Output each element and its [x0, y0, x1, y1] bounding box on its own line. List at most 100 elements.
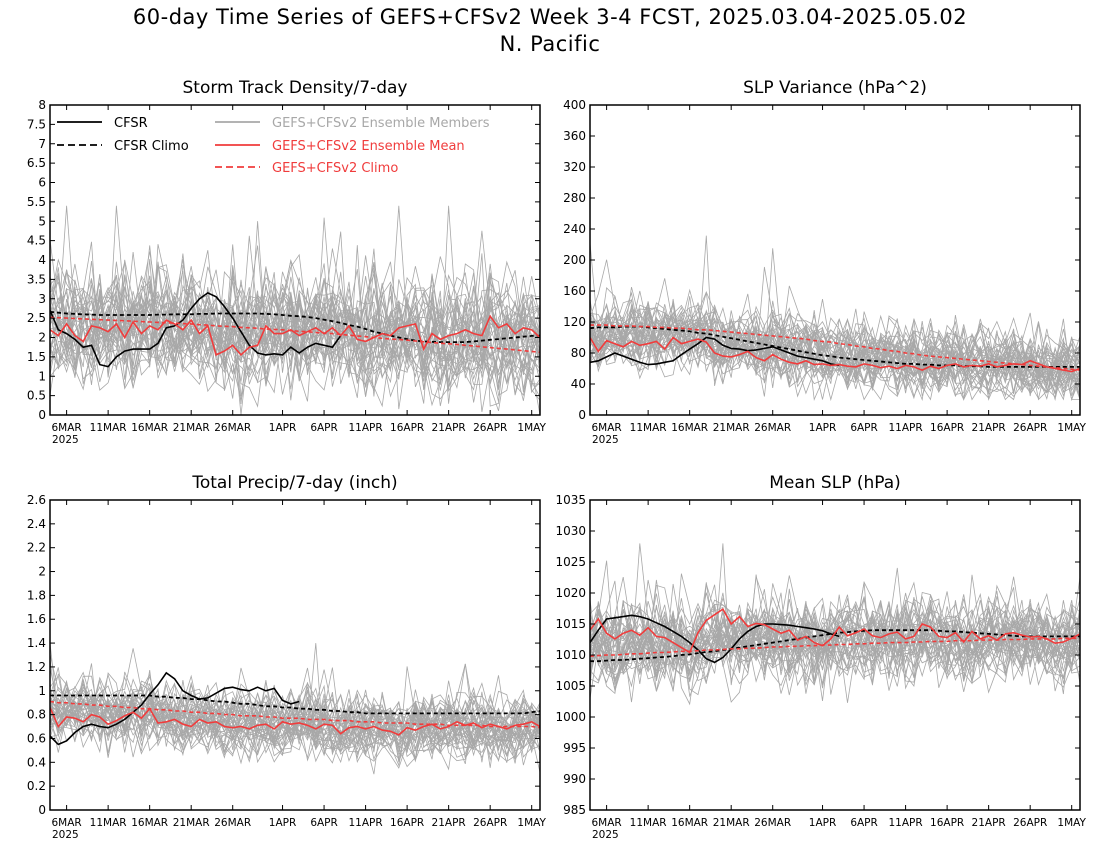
x-tick-label: 26MAR: [214, 422, 251, 434]
panel-title: SLP Variance (hPa^2): [743, 78, 927, 98]
y-tick-label: 200: [563, 253, 586, 267]
y-tick-label: 1030: [555, 524, 586, 538]
series-gefs-cfsv2-ensemble-mean: [590, 607, 1080, 654]
y-tick-label: 985: [563, 803, 586, 817]
ensemble-member-line: [590, 606, 1080, 699]
plot-frame: [49, 499, 541, 811]
x-tick-label: 11APR: [349, 817, 383, 829]
ensemble-member-line: [590, 242, 1080, 382]
series-cfsr: [50, 671, 300, 746]
y-tick-label: 40: [571, 377, 586, 391]
plot-area: [50, 643, 540, 775]
y-tick-label: 3.5: [27, 272, 46, 286]
legend: CFSR CFSR Climo GEFS+CFSv2 Ensemble Member…: [57, 116, 490, 176]
y-tick-label: 0.6: [27, 731, 46, 745]
ensemble-member-line: [590, 278, 1080, 401]
y-tick-label: 80: [571, 346, 586, 360]
x-tick-label: 11MAR: [90, 817, 127, 829]
x-tick-label: 21MAR: [173, 422, 210, 434]
panel-title: Storm Track Density/7-day: [183, 78, 408, 98]
y-tick-label: 280: [563, 191, 586, 205]
x-tick-label: 16APR: [390, 817, 424, 829]
x-tick-label: 6MAR: [592, 422, 622, 434]
y-tick-label: 1.6: [27, 612, 46, 626]
ensemble-member-line: [50, 205, 540, 364]
x-tick-label: 1MAY: [1057, 817, 1086, 829]
x-tick-label: 26APR: [473, 817, 507, 829]
main-title: 60-day Time Series of GEFS+CFSv2 Week 3-…: [132, 5, 968, 29]
x-tick-label: 16APR: [930, 422, 964, 434]
ensemble-member-line: [50, 231, 540, 378]
y-tick-label: 0.2: [27, 779, 46, 793]
ensemble-member-line: [50, 205, 540, 407]
y-tick-label: 1010: [555, 648, 586, 662]
y-tick-label: 2.2: [27, 541, 46, 555]
ensemble-member-line: [50, 663, 540, 754]
legend-label-mean: GEFS+CFSv2 Ensemble Mean: [272, 139, 465, 154]
x-tick-label: 16MAR: [131, 817, 168, 829]
x-tick-label: 6APR: [850, 422, 878, 434]
y-tick-label: 2.5: [27, 311, 46, 325]
legend-label-cfsr-climo: CFSR Climo: [114, 139, 189, 154]
x-tick-label: 26APR: [473, 422, 507, 434]
y-tick-label: 1000: [555, 710, 586, 724]
series-cfsr: [590, 614, 840, 664]
x-tick-label: 21APR: [972, 817, 1006, 829]
x-tick-label: 26MAR: [214, 817, 251, 829]
ensemble-member-line: [590, 248, 1080, 401]
y-tick-label: 1.4: [27, 636, 46, 650]
y-tick-label: 7.5: [27, 117, 46, 131]
x-tick-label: 6MAR: [52, 817, 82, 829]
title-block: 60-day Time Series of GEFS+CFSv2 Week 3-…: [0, 0, 1100, 58]
series-cfsr-climo: [590, 325, 1080, 368]
x-tick-label: 11MAR: [630, 817, 667, 829]
y-tick-label: 6: [38, 176, 46, 190]
ensemble-member-line: [590, 306, 1080, 397]
x-tick-label: 1APR: [269, 817, 297, 829]
y-tick-label: 320: [563, 160, 586, 174]
ensemble-member-line: [590, 592, 1080, 684]
x-tick-label: 6MAR: [52, 422, 82, 434]
y-tick-label: 160: [563, 284, 586, 298]
series-gefs-cfsv2-climo: [50, 700, 540, 729]
x-tick-label: 16MAR: [131, 422, 168, 434]
y-tick-label: 2.6: [27, 493, 46, 507]
plot-area: [590, 543, 1080, 706]
panel-slp-variance: SLP Variance (hPa^2) 0 40 80 120 160 200 240 280…: [563, 78, 1086, 446]
x-tick-label: 26MAR: [754, 422, 791, 434]
y-tick-label: 2: [38, 565, 46, 579]
y-tick-label: 1035: [555, 493, 586, 507]
series-gefs-cfsv2-ensemble-mean: [50, 314, 540, 357]
y-tick-label: 1.5: [27, 350, 46, 364]
ensemble-member-line: [590, 310, 1080, 398]
x-tick-label: 1APR: [269, 422, 297, 434]
series-gefs-cfsv2-climo: [590, 324, 1080, 371]
ensemble-member-line: [590, 321, 1080, 402]
x-tick-label: 6MAR: [592, 817, 622, 829]
y-tick-label: 995: [563, 741, 586, 755]
y-tick-label: 1005: [555, 679, 586, 693]
panel-title: Total Precip/7-day (inch): [191, 473, 397, 493]
x-tick-label: 16MAR: [671, 817, 708, 829]
x-tick-label: 1MAY: [517, 422, 546, 434]
y-tick-label: 5.5: [27, 195, 46, 209]
x-tick-label: 21MAR: [713, 817, 750, 829]
x-tick-label: 11APR: [889, 817, 923, 829]
region-subtitle: N. Pacific: [499, 32, 601, 56]
x-tick-label: 26MAR: [754, 817, 791, 829]
x-tick-label: 21APR: [432, 817, 466, 829]
y-tick-label: 2: [38, 331, 46, 345]
series-cfsr-climo: [50, 311, 540, 344]
plot-area: [50, 205, 540, 415]
plot-area: [590, 235, 1080, 402]
x-tick-label: 1MAY: [1057, 422, 1086, 434]
legend-label-cfsr: CFSR: [114, 116, 148, 131]
y-tick-label: 1020: [555, 586, 586, 600]
ensemble-member-line: [50, 306, 540, 412]
x-tick-label: 21APR: [432, 422, 466, 434]
series-gefs-cfsv2-ensemble-mean: [50, 707, 540, 736]
panel-total-precip: Total Precip/7-day (inch)00.20.40.60.811…: [27, 473, 547, 841]
x-tick-label: 11APR: [349, 422, 383, 434]
y-tick-label: 990: [563, 772, 586, 786]
